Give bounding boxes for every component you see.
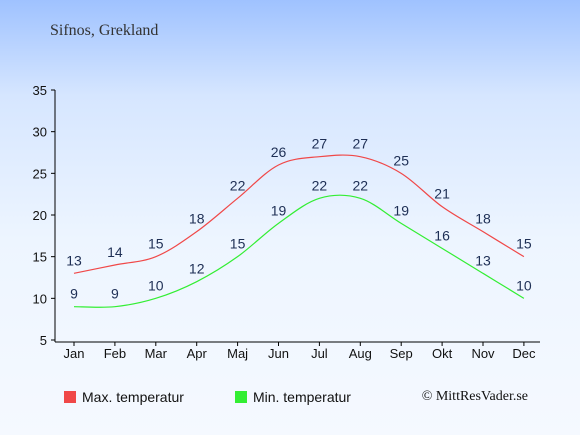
- data-label-max: 18: [475, 211, 491, 227]
- location-title: Sifnos, Grekland: [50, 22, 159, 39]
- data-label-min: 9: [70, 286, 78, 302]
- x-tick-label: Mar: [145, 346, 168, 361]
- y-axis: 5 10 15 20 25 30 35: [33, 83, 56, 348]
- legend-item-max: Max. temperatur: [64, 389, 184, 405]
- x-tick-label: Sep: [390, 346, 413, 361]
- data-label-max: 27: [353, 136, 369, 152]
- y-tick-label: 30: [33, 125, 47, 140]
- series-line-min: [73, 194, 525, 308]
- legend-item-min: Min. temperatur: [234, 389, 351, 405]
- data-label-max: 15: [516, 236, 532, 252]
- data-label-min: 16: [434, 227, 450, 243]
- data-label-min: 22: [353, 177, 369, 193]
- x-tick-label: Jul: [311, 346, 328, 361]
- data-label-max: 18: [189, 211, 205, 227]
- legend-swatch-min: [234, 391, 247, 403]
- x-tick-label: Maj: [227, 346, 248, 361]
- data-label-min: 13: [475, 252, 491, 268]
- data-label-max: 21: [434, 186, 450, 202]
- series-lines: [73, 154, 525, 308]
- data-label-min: 10: [516, 277, 532, 293]
- y-tick-label: 25: [33, 166, 47, 181]
- legend-label-min: Min. temperatur: [252, 389, 351, 405]
- x-tick-label: Feb: [104, 346, 126, 361]
- data-label-max: 26: [271, 144, 287, 160]
- data-label-min: 19: [393, 202, 409, 218]
- y-tick-label: 35: [33, 83, 47, 98]
- data-label-min: 10: [148, 277, 164, 293]
- y-tick-label: 10: [33, 291, 47, 306]
- data-label-max: 22: [230, 177, 246, 193]
- x-tick-label: Jun: [268, 346, 289, 361]
- x-tick-label: Jan: [64, 346, 85, 361]
- x-tick-label: Okt: [432, 346, 453, 361]
- y-tick-label: 15: [33, 250, 47, 265]
- legend-label-max: Max. temperatur: [82, 389, 184, 405]
- data-label-max: 27: [312, 136, 328, 152]
- x-tick-label: Apr: [187, 346, 208, 361]
- data-label-min: 22: [312, 177, 328, 193]
- data-label-min: 12: [189, 261, 205, 277]
- data-label-max: 13: [66, 252, 82, 268]
- y-tick-label: 5: [40, 333, 47, 348]
- data-label-max: 15: [148, 236, 164, 252]
- data-labels: 13 14 15 18 22 26 27 27 25 21 18 15 9 9 10 12 15 19 22 22 19…: [66, 136, 532, 302]
- x-tick-label: Nov: [471, 346, 495, 361]
- data-label-min: 15: [230, 236, 246, 252]
- data-label-max: 14: [107, 244, 123, 260]
- x-tick-label: Aug: [349, 346, 372, 361]
- data-label-min: 19: [271, 202, 287, 218]
- series-line-max: [73, 154, 525, 274]
- credit-text[interactable]: © MittResVader.se: [421, 389, 528, 404]
- legend: Max. temperatur Min. temperatur: [64, 389, 379, 405]
- data-label-min: 9: [111, 286, 119, 302]
- x-axis: Jan Feb Mar Apr Maj Jun Jul Aug Sep Okt Nov Dec: [55, 341, 540, 361]
- legend-swatch-max: [64, 391, 76, 403]
- x-tick-label: Dec: [512, 346, 536, 361]
- data-label-max: 25: [393, 152, 409, 168]
- y-tick-label: 20: [33, 208, 47, 223]
